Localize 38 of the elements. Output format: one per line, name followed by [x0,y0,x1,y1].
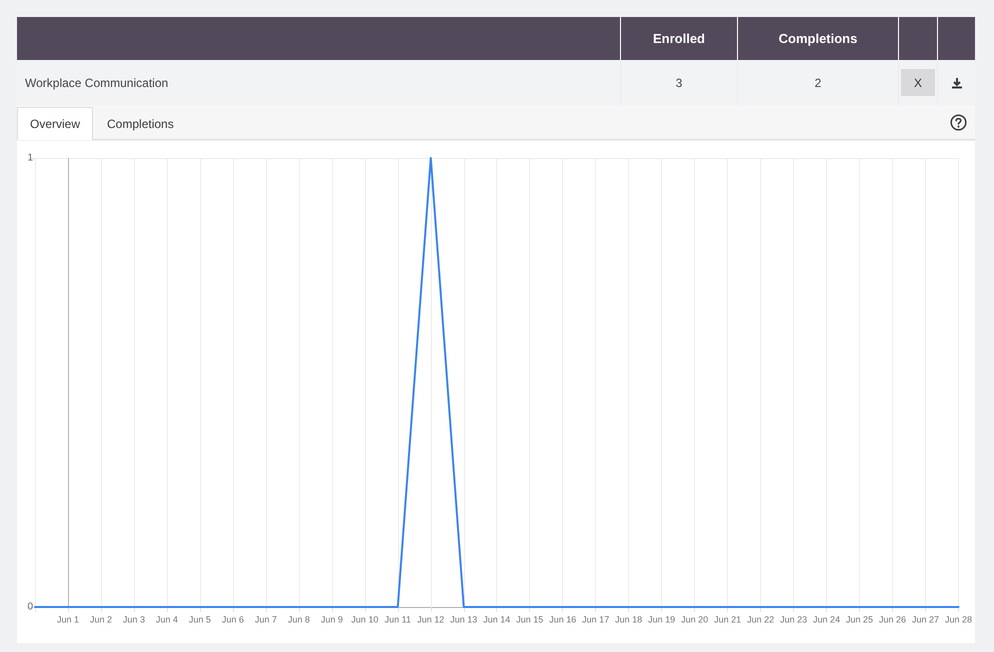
x-tick-label: Jun 22 [747,614,774,624]
y-tick-label: 0 [27,602,34,612]
data-label: 2 [814,76,822,90]
y-tick-label: 1 [27,152,34,164]
x-tick-label: Jun 24 [813,614,840,624]
x-tick-label: Jun 18 [615,614,642,624]
x-tick-label: Jun 7 [254,614,277,624]
x-tick-label: Jun 28 [944,614,972,624]
x-tick-label: Jun 20 [681,614,708,624]
text: Workplace Communication [25,76,168,90]
x-tick-label: Jun 15 [516,614,544,624]
x-tick-label: Jun 8 [288,614,310,624]
x-tick-label: Jun 10 [351,614,378,624]
x-tick-label: Jun 23 [780,614,808,624]
x-tick-label: Jun 3 [122,614,145,624]
x-tick-label: Jun 11 [384,614,411,624]
x-tick-label: Jun 21 [714,614,742,624]
x-tick-label: Jun 2 [90,614,112,624]
x-tick-label: Jun 5 [188,614,211,624]
tab: Overview [17,107,94,140]
data-label: 3 [676,76,682,90]
category-label: Enrolled [652,31,705,46]
x-tick-label: Jun 6 [222,614,244,624]
x-tick-label: Jun 26 [879,614,906,624]
x-tick-label: Jun 25 [846,614,874,624]
x-tick-label: Jun 17 [582,614,610,624]
x-tick-label: Jun 27 [912,614,940,624]
x-tick-label: Jun 12 [417,614,444,624]
x-button: X [901,69,935,96]
x-tick-label: Jun 4 [156,614,178,624]
x-tick-label: Jun 19 [648,614,676,624]
tab-label: Completions [106,116,175,132]
x-tick-label: Jun 9 [320,614,343,624]
x-tick-label: Jun 16 [549,614,576,624]
x-tick-label: Jun 14 [483,614,510,624]
x-tick-label: Jun 1 [56,614,79,624]
category-label: Completions [778,31,858,46]
x-tick-label: Jun 13 [450,614,478,624]
